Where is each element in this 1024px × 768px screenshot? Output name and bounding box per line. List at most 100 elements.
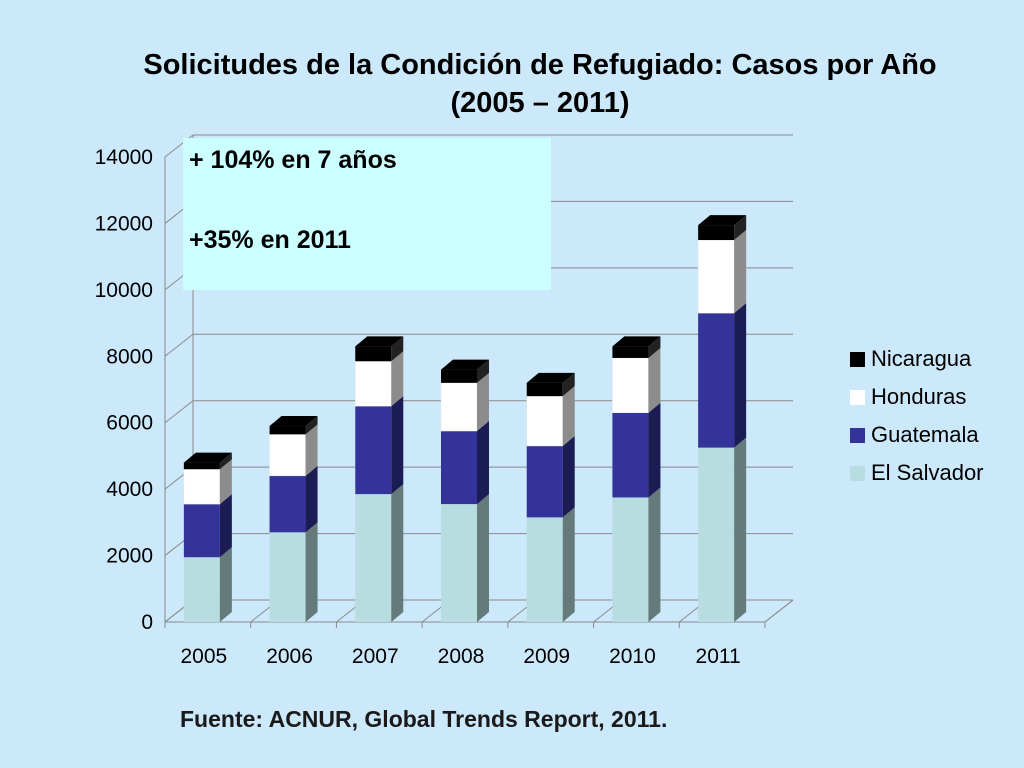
bar-side <box>734 230 747 314</box>
x-tick-label: 2006 <box>266 645 313 668</box>
bar-segment <box>697 239 735 314</box>
bar-segment <box>355 406 392 495</box>
bar-side <box>562 507 575 622</box>
y-tick-label: 6000 <box>106 412 153 435</box>
bar-side <box>477 494 489 622</box>
bar-side <box>734 437 747 622</box>
legend-swatch <box>850 389 865 405</box>
bar-segment <box>526 382 563 397</box>
bar-side <box>562 386 575 446</box>
y-tick-label: 12000 <box>95 212 153 235</box>
bar-segment <box>698 225 735 241</box>
y-tick-label: 14000 <box>95 146 153 169</box>
x-tick-label: 2007 <box>352 645 399 668</box>
chart-title-line1: Solicitudes de la Condición de Refugiado… <box>143 49 937 81</box>
bar-segment <box>441 504 477 622</box>
bar-segment <box>269 532 306 622</box>
bar-segment <box>698 447 735 622</box>
chart-title: Solicitudes de la Condición de Refugiado… <box>60 46 1020 122</box>
legend-swatch <box>850 351 865 367</box>
bar-segment <box>183 462 220 470</box>
bar-side <box>391 396 404 495</box>
growth-note-box: + 104% en 7 años +35% en 2011 <box>183 138 551 290</box>
x-tick-label: 2010 <box>609 645 656 668</box>
bar-side <box>477 359 489 383</box>
bar-top <box>441 359 489 370</box>
bar-segment <box>612 346 649 358</box>
bar-side <box>477 421 489 505</box>
bar-segment <box>355 346 392 362</box>
x-tick-label: 2008 <box>438 645 485 668</box>
floor-line <box>764 599 794 623</box>
bar-side <box>305 465 318 533</box>
bar-segment <box>612 497 649 622</box>
bar-top <box>269 416 318 427</box>
bar-segment <box>355 361 392 407</box>
x-tick-label: 2011 <box>696 645 741 668</box>
chart-title-line2: (2005 – 2011) <box>450 87 630 119</box>
bar-top <box>526 372 575 383</box>
bar-segment <box>440 382 478 432</box>
bar-segment <box>269 475 306 533</box>
bar-top <box>612 336 661 347</box>
bar-side <box>477 372 489 432</box>
bar-side <box>391 484 404 622</box>
y-tick-label: 10000 <box>95 279 153 302</box>
x-tick-label: 2005 <box>180 645 227 668</box>
bar-side <box>391 336 404 362</box>
bar-segment <box>441 369 477 383</box>
bar-side <box>219 547 232 622</box>
bar-segment <box>269 434 306 477</box>
bar-segment <box>355 494 392 622</box>
bar-segment <box>526 517 563 622</box>
bar-side <box>648 347 661 413</box>
bar-segment <box>526 445 563 518</box>
bar-segment <box>612 357 649 414</box>
legend-label: Nicaragua <box>871 346 972 371</box>
bar-top <box>183 452 232 463</box>
gridline-side <box>164 333 194 357</box>
legend-swatch <box>850 465 865 481</box>
bar-side <box>562 435 575 518</box>
legend-item: Nicaragua <box>850 340 984 378</box>
bar-top <box>698 215 747 226</box>
bar-top <box>355 336 404 347</box>
source-text: Fuente: ACNUR, Global Trends Report, 201… <box>180 706 668 732</box>
bar-segment <box>183 468 221 505</box>
bar-side <box>562 372 575 397</box>
x-tick-label: 2009 <box>523 645 570 668</box>
y-tick-label: 0 <box>141 611 153 634</box>
bar-side <box>305 416 318 435</box>
bar-segment <box>269 426 306 435</box>
bar-segment <box>698 313 735 448</box>
bar-side <box>648 487 661 622</box>
legend-item: El Salvador <box>850 454 984 492</box>
bar-side <box>648 336 661 358</box>
bar-side <box>219 452 232 470</box>
bar-segment <box>183 557 220 622</box>
bar-side <box>734 215 747 241</box>
y-tick-label: 2000 <box>106 545 153 568</box>
legend-item: Guatemala <box>850 416 984 454</box>
bar-side <box>219 494 232 558</box>
legend-swatch <box>850 427 865 443</box>
y-tick-label: 4000 <box>106 478 153 501</box>
y-tick-label: 8000 <box>106 345 153 368</box>
legend-label: Honduras <box>871 384 967 409</box>
chart-legend: Nicaragua Honduras Guatemala El Salvador <box>850 340 984 492</box>
bar-side <box>648 402 661 498</box>
bar-side <box>305 522 318 622</box>
growth-note-line1: + 104% en 7 años <box>189 146 397 174</box>
gridline-side <box>164 400 194 424</box>
bar-side <box>734 303 747 448</box>
bar-segment <box>612 412 649 498</box>
bar-segment <box>526 395 563 447</box>
bar-side <box>305 424 318 476</box>
bar-side <box>219 459 232 505</box>
growth-note-line2: +35% en 2011 <box>189 226 351 254</box>
legend-item: Honduras <box>850 378 984 416</box>
bar-segment <box>441 431 477 505</box>
legend-label: El Salvador <box>871 460 984 485</box>
bar-side <box>391 351 404 407</box>
